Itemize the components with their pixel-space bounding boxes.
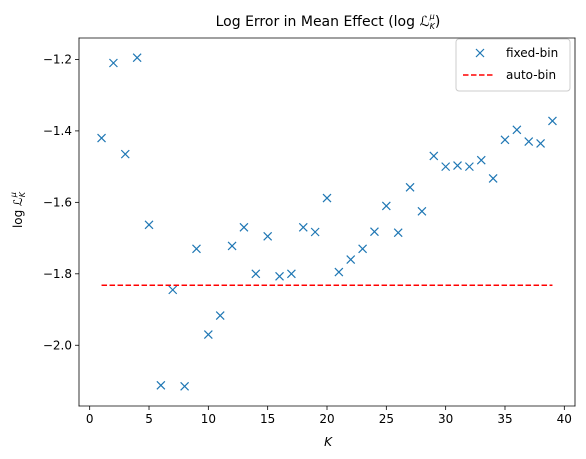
fixed-bin-point [370,227,379,237]
y-axis-label-sub: K [18,191,27,197]
chart-title-sub: K [430,22,436,31]
fixed-bin-point [144,220,154,230]
fixed-bin-point [263,231,273,241]
y-axis-label: log ℒμK [9,191,27,228]
fixed-bin-point [120,149,130,159]
x-tick-label: 25 [379,412,394,426]
chart-title-close: ) [435,14,440,30]
legend-label-auto-bin: auto-bin [506,68,556,82]
fixed-bin-point [203,330,213,339]
fixed-bin-point [464,162,474,172]
fixed-bin-point [156,380,166,390]
chart-title-sup: μ [429,12,435,21]
chart-title-math: ℒ [419,14,429,30]
x-tick-label: 40 [557,412,572,426]
fixed-bin-point [286,269,296,279]
chart-title: Log Error in Mean Effect (log ℒμ K) [216,12,441,31]
fixed-bin-point [334,267,344,277]
x-tick-label: 0 [86,412,94,426]
y-tick-label: −1.4 [43,124,72,138]
fixed-bin-point [180,381,190,391]
legend-marker-fixed-bin [475,48,485,58]
marks-layer [97,53,557,391]
y-tick-label: −1.6 [43,195,72,209]
fixed-bin-point [488,173,498,183]
y-tick-label: −2.0 [43,338,72,352]
fixed-bin-point [381,201,391,211]
fixed-bin-point [429,151,439,161]
fixed-bin-point [476,155,486,165]
y-axis-label-sup: μ [9,192,18,198]
y-axis-label-group: log ℒμK [9,191,27,228]
fixed-bin-point [500,135,510,145]
fixed-bin-point [346,255,356,264]
fixed-bin-point [251,269,261,279]
y-tick-label: −1.2 [43,52,72,66]
chart-title-main: Log Error in Mean Effect (log [216,14,420,30]
fixed-bin-point [168,285,178,295]
x-axis-label: K [324,435,333,449]
fixed-bin-point [405,182,415,192]
x-tick-label: 10 [201,412,216,426]
fixed-bin-point [310,227,320,237]
fixed-bin-point [108,58,118,68]
fixed-bin-point [524,137,534,147]
x-tick-label: 5 [145,412,153,426]
fixed-bin-point [239,222,249,232]
x-tick-label: 35 [497,412,512,426]
fixed-bin-point [358,244,368,254]
fixed-bin-point [227,241,237,251]
legend: fixed-bin auto-bin [455,38,571,92]
fixed-bin-point [192,244,201,254]
y-axis-label-math: ℒ [11,197,25,206]
x-tick-label: 15 [260,412,275,426]
fixed-bin-point [453,161,462,170]
fixed-bin-point [441,162,451,172]
y-axis-label-prefix: log [11,206,25,228]
plot-area [79,38,575,406]
fixed-bin-point [322,193,332,203]
fixed-bin-point [417,206,427,216]
x-tick-label: 20 [319,412,334,426]
x-tick-label: 30 [438,412,453,426]
ticks-layer: 0 5 10 15 20 25 30 35 40 −2.0 −1.8 −1.6 −1.4 −1.2 [43,52,572,426]
legend-label-fixed-bin: fixed-bin [506,46,558,60]
fixed-bin-point [215,311,225,321]
fixed-bin-point [97,133,106,143]
fixed-bin-point [275,271,284,281]
fixed-bin-point [298,222,308,232]
y-tick-label: −1.8 [43,267,72,281]
fixed-bin-point [548,116,557,126]
fixed-bin-point [512,125,522,135]
fixed-bin-point [536,138,546,148]
legend-box [455,38,571,92]
fixed-bin-point [132,53,142,63]
fixed-bin-point [393,228,403,238]
